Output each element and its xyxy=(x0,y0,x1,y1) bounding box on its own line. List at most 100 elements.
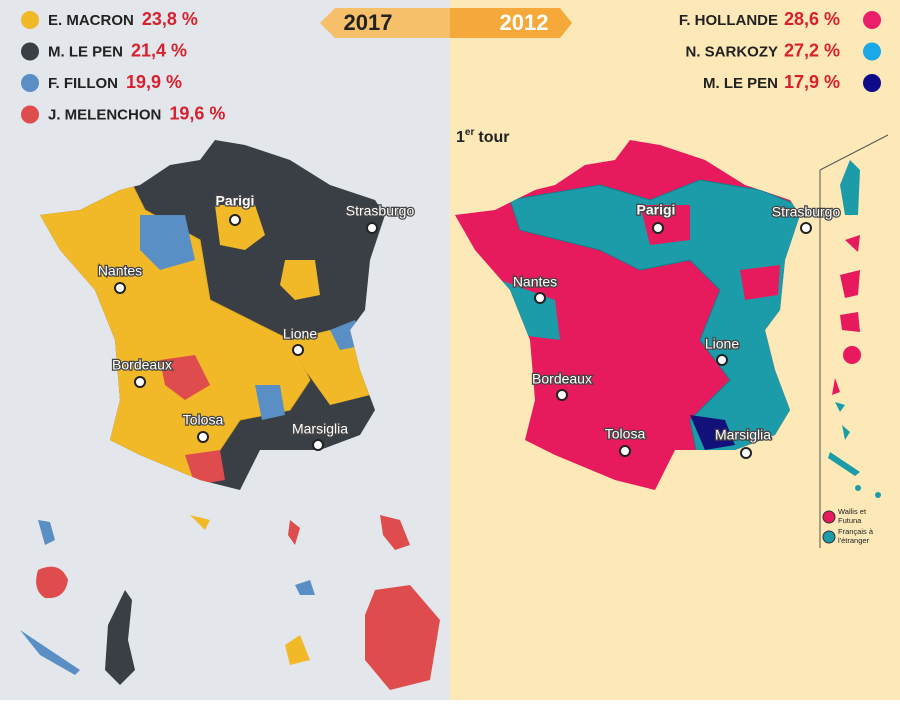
city-label: Tolosa xyxy=(183,412,224,428)
legend-name: J. MELENCHON xyxy=(48,106,161,123)
city-marker xyxy=(619,445,631,457)
inset-border xyxy=(819,134,889,171)
city-marker xyxy=(197,431,209,443)
legend-swatch xyxy=(21,42,39,61)
region xyxy=(38,520,55,545)
city-marker xyxy=(800,222,812,234)
overseas-2012: Wallis et Futuna Français à l'étranger xyxy=(822,160,881,545)
city-label: Marsiglia xyxy=(292,421,348,437)
legend-swatch xyxy=(21,74,39,92)
city-marker xyxy=(312,439,324,451)
city-marker xyxy=(114,282,126,294)
city-label: Bordeaux xyxy=(112,357,172,373)
region xyxy=(843,346,861,364)
city-marker xyxy=(652,222,664,234)
region xyxy=(255,385,285,420)
region xyxy=(185,450,225,485)
region xyxy=(840,160,860,215)
legend-name: M. LE PEN xyxy=(703,75,778,92)
region xyxy=(365,585,440,690)
region xyxy=(690,415,735,450)
legend-name: M. LE PEN xyxy=(48,43,123,60)
city-label: Marsiglia xyxy=(715,427,771,443)
round-suffix: er xyxy=(465,127,475,138)
region xyxy=(36,566,68,599)
legend-value: 28,6 % xyxy=(784,9,840,29)
region xyxy=(845,235,860,252)
region xyxy=(842,425,850,440)
legend-swatch xyxy=(863,74,881,92)
region xyxy=(290,330,370,405)
inset-marker xyxy=(822,530,836,544)
region xyxy=(215,205,265,250)
legend-name: F. HOLLANDE xyxy=(679,12,778,29)
city-marker xyxy=(134,376,146,388)
city-marker xyxy=(292,344,304,356)
city-marker xyxy=(229,214,241,226)
region xyxy=(509,179,800,471)
region xyxy=(855,485,861,491)
region xyxy=(828,452,860,476)
legend-value: 19,6 % xyxy=(169,103,225,123)
city-label: Parigi xyxy=(216,193,255,209)
city-label: Tolosa xyxy=(605,426,646,442)
legend-name: N. SARKOZY xyxy=(685,43,778,60)
region xyxy=(640,205,690,245)
city-marker xyxy=(716,354,728,366)
region xyxy=(288,520,300,545)
inset-label: l'étranger xyxy=(838,536,870,545)
legend-value: 21,4 % xyxy=(131,40,187,60)
legend-swatch xyxy=(21,11,39,29)
region xyxy=(280,260,320,300)
city-label: Lione xyxy=(705,336,739,352)
region xyxy=(20,630,80,675)
region xyxy=(285,635,310,665)
region xyxy=(840,270,860,298)
region xyxy=(295,580,315,595)
round-label: 1er tour xyxy=(456,127,509,147)
city-label: Lione xyxy=(283,326,317,342)
city-label: Nantes xyxy=(513,274,557,290)
region xyxy=(105,590,135,685)
region xyxy=(840,312,860,332)
overseas-2017 xyxy=(20,515,440,690)
city-label: Strasburgo xyxy=(346,203,415,219)
inset-label: Français à xyxy=(838,527,874,536)
region xyxy=(832,378,840,395)
city-marker xyxy=(366,222,378,234)
city-label: Parigi xyxy=(637,202,676,218)
legend-swatch xyxy=(21,105,39,124)
legend-name: F. FILLON xyxy=(48,75,118,92)
inset-marker xyxy=(822,510,836,524)
legend-value: 19,9 % xyxy=(126,72,182,92)
region xyxy=(160,355,210,400)
region xyxy=(875,492,881,498)
year-2012: 2012 xyxy=(500,10,549,35)
legend-swatch xyxy=(863,11,881,29)
city-marker xyxy=(556,389,568,401)
legend-value: 17,9 % xyxy=(784,72,840,92)
legend-name: E. MACRON xyxy=(48,12,134,29)
region xyxy=(380,515,410,550)
city-label: Strasburgo xyxy=(772,204,841,220)
region xyxy=(190,515,210,530)
year-2017: 2017 xyxy=(344,10,393,35)
inset-label: Wallis et xyxy=(838,507,867,516)
round-word: tour xyxy=(478,129,509,146)
city-marker xyxy=(534,292,546,304)
inset-label: Futuna xyxy=(838,516,862,525)
city-label: Nantes xyxy=(98,263,142,279)
banner-left xyxy=(320,8,450,38)
region xyxy=(835,402,845,412)
city-marker xyxy=(740,447,752,459)
legend-value: 27,2 % xyxy=(784,40,840,60)
city-label: Bordeaux xyxy=(532,371,592,387)
banner-right xyxy=(450,8,572,38)
round-number: 1 xyxy=(456,129,465,146)
legend-swatch xyxy=(863,42,881,61)
region xyxy=(740,265,780,300)
region xyxy=(140,215,195,270)
region xyxy=(500,280,560,340)
legend-value: 23,8 % xyxy=(142,9,198,29)
